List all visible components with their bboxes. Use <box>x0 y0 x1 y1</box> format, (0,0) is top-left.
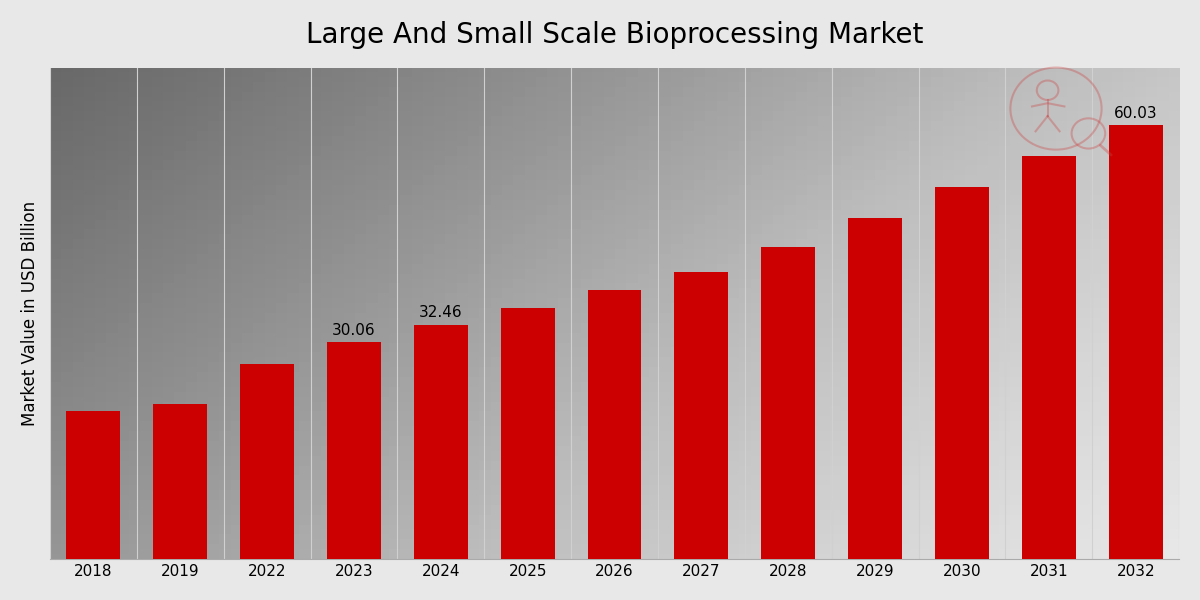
Bar <box>154 404 208 559</box>
Bar <box>935 187 989 559</box>
Text: 30.06: 30.06 <box>332 323 376 338</box>
Bar <box>588 290 642 559</box>
Bar <box>414 325 468 559</box>
Bar <box>1022 156 1075 559</box>
Bar <box>761 247 815 559</box>
Text: 32.46: 32.46 <box>419 305 463 320</box>
Text: 60.03: 60.03 <box>1114 106 1158 121</box>
Bar <box>66 411 120 559</box>
Title: Large And Small Scale Bioprocessing Market: Large And Small Scale Bioprocessing Mark… <box>306 21 923 49</box>
Bar <box>848 218 902 559</box>
Y-axis label: Market Value in USD Billion: Market Value in USD Billion <box>20 201 38 426</box>
Bar <box>674 272 728 559</box>
Bar <box>1109 125 1163 559</box>
Bar <box>500 308 554 559</box>
Bar <box>328 342 380 559</box>
Bar <box>240 364 294 559</box>
